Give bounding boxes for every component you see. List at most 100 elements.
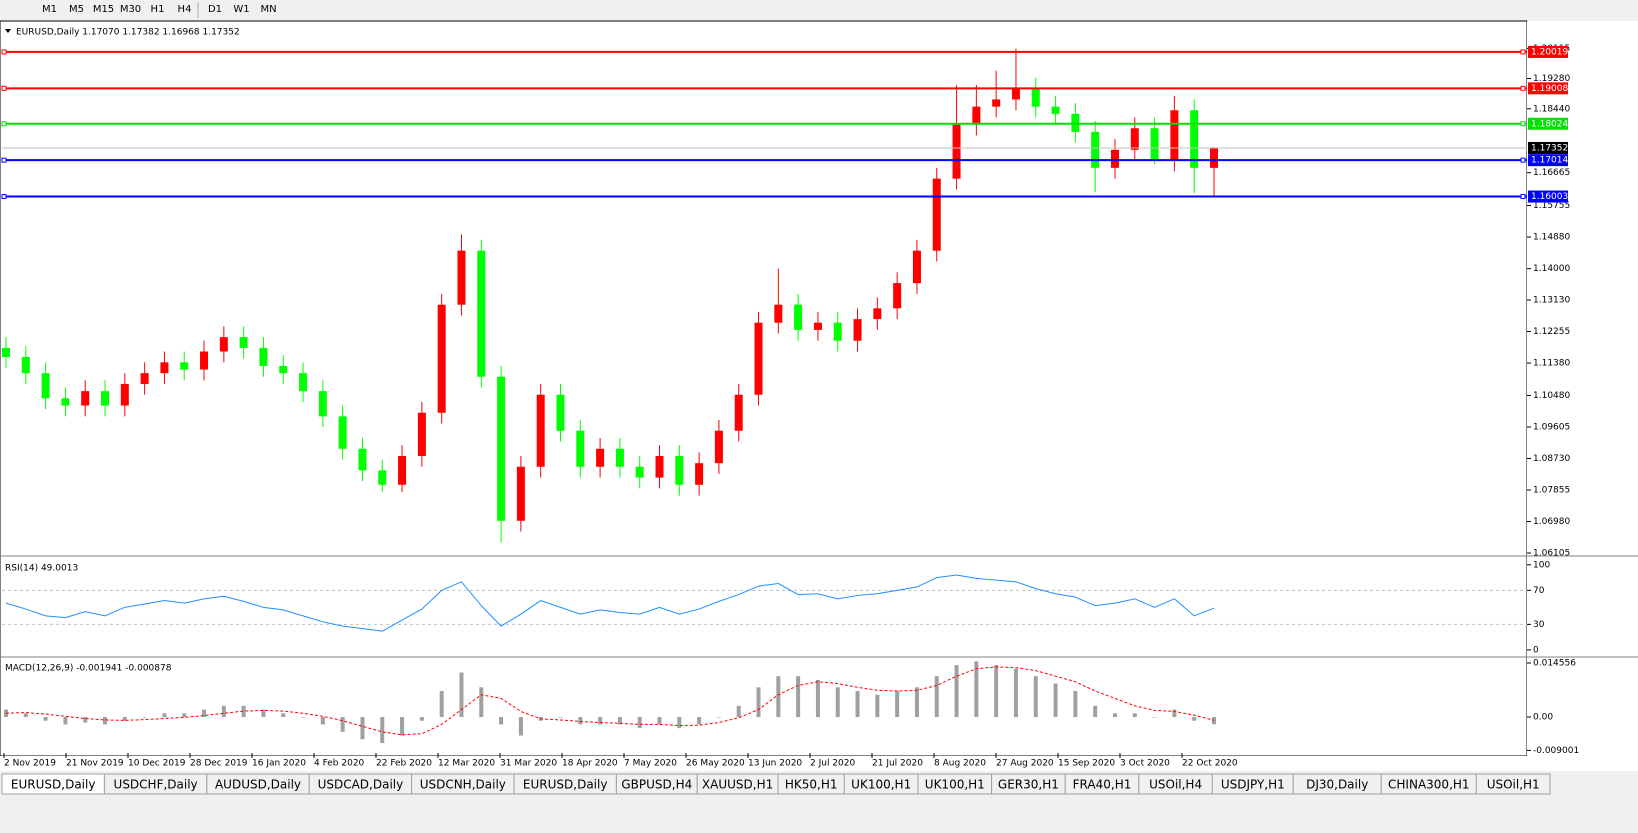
tab-label[interactable]: USDCHF,Daily xyxy=(114,778,198,792)
candle-body xyxy=(318,391,327,417)
tab-label[interactable]: USOil,H1 xyxy=(1487,778,1540,792)
candle-body xyxy=(358,448,367,471)
macd-bar xyxy=(1033,676,1038,718)
timeframe-button[interactable]: MN xyxy=(260,4,276,15)
tab-label[interactable]: UK100,H1 xyxy=(851,778,911,792)
candle-body xyxy=(1130,128,1139,150)
candle-body xyxy=(556,394,565,431)
tab-label[interactable]: HK50,H1 xyxy=(785,778,838,792)
tab-label[interactable]: USDCAD,Daily xyxy=(318,778,404,792)
candle-body xyxy=(932,178,941,251)
x-tick-label: 22 Oct 2020 xyxy=(1182,759,1238,769)
level-label: 1.19008 xyxy=(1531,84,1568,94)
candle-body xyxy=(239,337,248,348)
macd-bar xyxy=(974,661,979,718)
macd-bar xyxy=(578,717,583,725)
macd-bar xyxy=(756,687,761,718)
macd-bar xyxy=(677,717,682,729)
macd-bar xyxy=(1132,713,1137,718)
y-tick-label: 1.14000 xyxy=(1533,264,1570,274)
timeframe-button[interactable]: M15 xyxy=(93,4,114,15)
macd-bar xyxy=(499,717,504,725)
candle-body xyxy=(457,250,466,305)
candle-body xyxy=(596,448,605,467)
candle-body xyxy=(21,356,30,374)
macd-bar xyxy=(261,709,266,718)
candle-body xyxy=(615,448,624,467)
y-tick-label: 1.06980 xyxy=(1533,517,1570,527)
tab-label[interactable]: UK100,H1 xyxy=(925,778,985,792)
candle-body xyxy=(61,398,70,406)
y-tick-label: 1.16665 xyxy=(1533,168,1570,178)
tab-label[interactable]: AUDUSD,Daily xyxy=(215,778,301,792)
tab-label[interactable]: EURUSD,Daily xyxy=(11,778,96,792)
candle-body xyxy=(477,250,486,377)
level-label: 1.20019 xyxy=(1531,47,1568,57)
macd-bar xyxy=(400,717,405,736)
candle-body xyxy=(516,466,525,521)
timeframe-button[interactable]: H1 xyxy=(151,4,165,15)
candle-body xyxy=(972,106,981,125)
y-tick-label: 1.15755 xyxy=(1533,201,1570,211)
timeframe-button[interactable]: M1 xyxy=(42,4,57,15)
tab-label[interactable]: GBPUSD,H4 xyxy=(621,778,692,792)
candle-body xyxy=(754,322,763,395)
candle-body xyxy=(774,304,783,323)
candle-body xyxy=(833,322,842,341)
macd-bar xyxy=(63,717,68,725)
macd-bar xyxy=(558,717,563,718)
macd-bar xyxy=(914,687,919,718)
x-tick-label: 8 Aug 2020 xyxy=(934,759,986,769)
macd-bar xyxy=(360,717,365,740)
macd-bar xyxy=(1112,713,1117,718)
tab-label[interactable]: CHINA300,H1 xyxy=(1388,778,1470,792)
y-tick-label: 1.13130 xyxy=(1533,296,1570,306)
tab[interactable] xyxy=(1475,773,1551,795)
macd-bar xyxy=(716,717,721,718)
candle-body xyxy=(378,470,387,485)
tab-label[interactable]: USDCNH,Daily xyxy=(420,778,506,792)
x-tick-label: 27 Aug 2020 xyxy=(996,759,1054,769)
level-handle xyxy=(1520,121,1526,127)
level-handle xyxy=(1520,157,1526,163)
y-tick-label: 1.18440 xyxy=(1533,104,1570,114)
tab-label[interactable]: XAUUSD,H1 xyxy=(702,778,773,792)
tab-label[interactable]: FRA40,H1 xyxy=(1073,778,1132,792)
macd-bar xyxy=(736,705,741,718)
panel-title: MACD(12,26,9) -0.001941 -0.000878 xyxy=(5,664,172,674)
y-tick-label: 1.10480 xyxy=(1533,391,1570,401)
y-tick-label: 100 xyxy=(1533,560,1550,570)
x-tick-label: 22 Feb 2020 xyxy=(376,759,432,769)
y-tick-label: 1.06105 xyxy=(1533,549,1570,559)
candle-body xyxy=(437,304,446,413)
y-tick-label: 1.08730 xyxy=(1533,454,1570,464)
candle-body xyxy=(635,466,644,478)
candle-body xyxy=(2,347,10,357)
tab-label[interactable]: DJ30,Daily xyxy=(1306,778,1368,792)
candle-body xyxy=(1110,149,1119,168)
level-label: 1.16003 xyxy=(1531,192,1568,202)
timeframe-button[interactable]: H4 xyxy=(178,4,192,15)
timeframe-button[interactable]: W1 xyxy=(233,4,249,15)
macd-bar xyxy=(1013,668,1018,718)
tab-label[interactable]: USDJPY,H1 xyxy=(1221,778,1285,792)
candle-body xyxy=(497,376,506,521)
tab-label[interactable]: USOil,H4 xyxy=(1149,778,1202,792)
chart-area xyxy=(0,20,1528,757)
x-tick-label: 12 Mar 2020 xyxy=(438,759,495,769)
candle-body xyxy=(952,124,961,179)
macd-bar xyxy=(380,717,385,743)
macd-bar xyxy=(182,713,187,718)
level-handle xyxy=(1520,194,1526,200)
candle-body xyxy=(1190,110,1199,168)
timeframe-button[interactable]: M30 xyxy=(120,4,141,15)
tab-label[interactable]: GER30,H1 xyxy=(998,778,1059,792)
macd-bar xyxy=(657,717,662,725)
macd-bar xyxy=(23,713,28,718)
macd-bar xyxy=(1053,683,1058,718)
candle-body xyxy=(1051,106,1060,114)
timeframe-button[interactable]: M5 xyxy=(69,4,84,15)
timeframe-button[interactable]: D1 xyxy=(208,4,222,15)
tab-label[interactable]: EURUSD,Daily xyxy=(523,778,608,792)
level-handle xyxy=(1520,49,1526,55)
